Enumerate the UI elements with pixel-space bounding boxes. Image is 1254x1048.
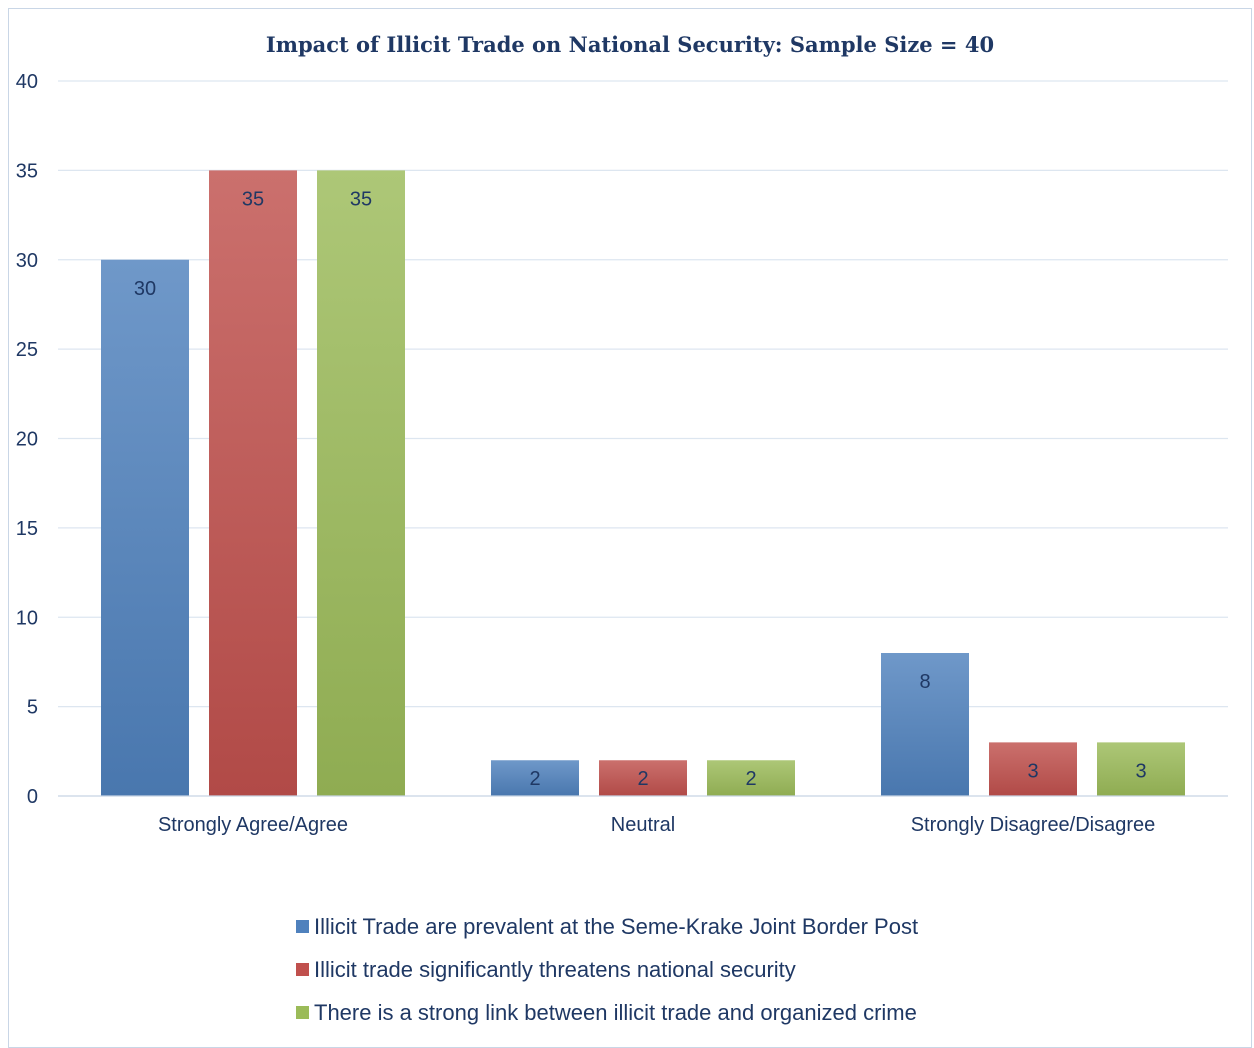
bar-series-3-cat-2 — [707, 760, 795, 796]
y-tick-label-0: 0 — [27, 786, 38, 808]
data-label-series-1-cat-3: 8 — [919, 671, 930, 693]
data-label-series-1-cat-2: 2 — [529, 768, 540, 790]
data-label-series-3-cat-3: 3 — [1135, 760, 1146, 782]
axes: 0 5 10 15 20 25 30 35 40 Strongly Agree/Agree Neut… — [16, 71, 1228, 836]
legend-label-series-1: Illicit Trade are prevalent at the Seme-… — [314, 913, 919, 939]
y-tick-label-40: 40 — [16, 71, 38, 93]
bar-series-1-cat-3 — [881, 653, 969, 796]
y-tick-label-30: 30 — [16, 250, 38, 272]
x-category-label-1: Strongly Agree/Agree — [158, 814, 348, 836]
y-tick-label-10: 10 — [16, 607, 38, 629]
bar-series-2-cat-2 — [599, 760, 687, 796]
data-label-series-2-cat-2: 2 — [637, 768, 648, 790]
legend-item-series-1: Illicit Trade are prevalent at the Seme-… — [296, 905, 918, 948]
y-tick-label-20: 20 — [16, 429, 38, 451]
x-category-label-3: Strongly Disagree/Disagree — [911, 814, 1156, 836]
y-tick-label-15: 15 — [16, 518, 38, 540]
legend-swatch-series-3 — [296, 1006, 309, 1019]
x-category-label-2: Neutral — [611, 814, 675, 836]
legend-swatch-series-2 — [296, 963, 309, 976]
data-label-series-1-cat-1: 30 — [134, 278, 156, 300]
chart-title: Impact of Illicit Trade on National Secu… — [266, 32, 994, 57]
y-tick-label-35: 35 — [16, 160, 38, 182]
bar-series-2-cat-3 — [989, 742, 1077, 796]
legend-swatch-series-1 — [296, 920, 309, 933]
data-label-series-3-cat-2: 2 — [745, 768, 756, 790]
bar-series-2-cat-1 — [209, 170, 297, 796]
bar-series-1-cat-1 — [101, 259, 189, 796]
data-label-series-2-cat-1: 35 — [242, 188, 264, 210]
legend-label-series-2: Illicit trade significantly threatens na… — [314, 956, 796, 982]
legend-label-series-3: There is a strong link between illicit t… — [314, 999, 917, 1025]
legend-item-series-2: Illicit trade significantly threatens na… — [296, 948, 918, 991]
legend-item-series-3: There is a strong link between illicit t… — [296, 991, 918, 1034]
bar-series-3-cat-3 — [1097, 742, 1185, 796]
y-tick-label-5: 5 — [27, 697, 38, 719]
y-tick-label-25: 25 — [16, 339, 38, 361]
legend: Illicit Trade are prevalent at the Seme-… — [296, 905, 918, 1034]
bars — [101, 170, 1185, 796]
bar-series-1-cat-2 — [491, 760, 579, 796]
bar-series-3-cat-1 — [317, 170, 405, 796]
data-labels: 30 35 35 2 2 2 8 3 3 — [134, 188, 1147, 790]
data-label-series-3-cat-1: 35 — [350, 188, 372, 210]
data-label-series-2-cat-3: 3 — [1027, 760, 1038, 782]
